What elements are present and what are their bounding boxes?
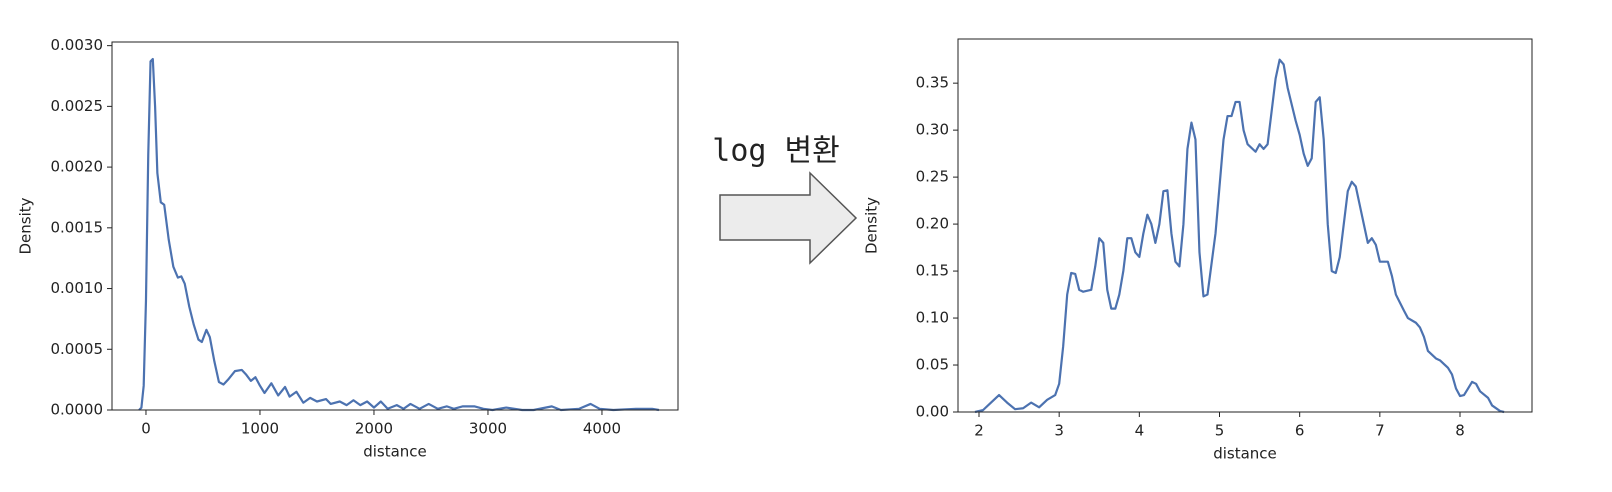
y-tick-label: 0.0000 bbox=[51, 401, 104, 419]
annotation: log 변환 bbox=[712, 134, 839, 169]
arrow bbox=[719, 171, 858, 265]
y-tick-label: 0.30 bbox=[916, 121, 949, 139]
x-tick-label: 7 bbox=[1375, 422, 1385, 440]
x-tick-label: 5 bbox=[1215, 422, 1225, 440]
y-axis-label: Density bbox=[863, 197, 881, 254]
plot-frame bbox=[957, 38, 1533, 413]
y-tick-label: 0.35 bbox=[916, 74, 949, 92]
x-tick-label: 4 bbox=[1135, 422, 1145, 440]
y-tick-label: 0.00 bbox=[916, 403, 949, 421]
x-tick-label: 2 bbox=[974, 422, 984, 440]
y-tick-label: 0.10 bbox=[916, 309, 949, 327]
x-axis-label: distance bbox=[363, 443, 427, 461]
y-tick-label: 0.0020 bbox=[51, 158, 104, 176]
x-tick-label: 6 bbox=[1295, 422, 1305, 440]
x-tick-label: 0 bbox=[141, 420, 151, 438]
y-axis-label: Density bbox=[17, 197, 35, 254]
x-tick-label: 4000 bbox=[583, 420, 621, 438]
x-tick-label: 3 bbox=[1054, 422, 1064, 440]
density-line bbox=[138, 57, 660, 412]
y-tick-label: 0.0005 bbox=[51, 340, 104, 358]
y-tick-label: 0.0025 bbox=[51, 97, 104, 115]
y-tick-label: 0.25 bbox=[916, 168, 949, 186]
y-tick-label: 0.15 bbox=[916, 262, 949, 280]
density-line bbox=[974, 58, 1505, 414]
x-tick-label: 8 bbox=[1455, 422, 1465, 440]
x-tick-label: 2000 bbox=[355, 420, 393, 438]
x-axis-label: distance bbox=[1213, 445, 1277, 463]
y-tick-label: 0.20 bbox=[916, 215, 949, 233]
y-tick-label: 0.0030 bbox=[51, 36, 104, 54]
x-tick-label: 1000 bbox=[241, 420, 279, 438]
y-tick-label: 0.05 bbox=[916, 356, 949, 374]
plot-frame bbox=[111, 41, 679, 411]
y-tick-label: 0.0015 bbox=[51, 218, 104, 236]
y-tick-label: 0.0010 bbox=[51, 279, 104, 297]
x-tick-label: 3000 bbox=[469, 420, 507, 438]
